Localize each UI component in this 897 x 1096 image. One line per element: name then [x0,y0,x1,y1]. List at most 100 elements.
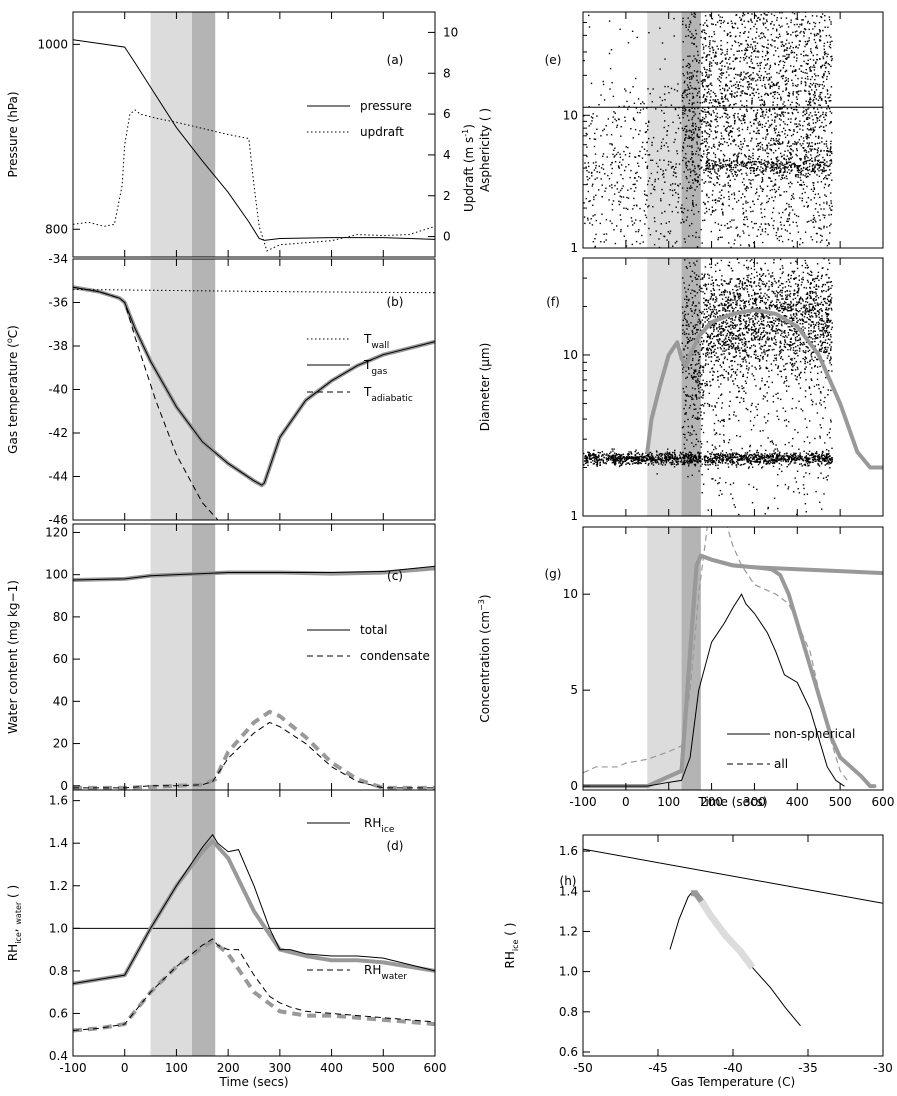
panel-e-point [776,160,779,163]
panel-e-point [774,196,776,198]
panel-e-point [705,140,707,142]
panel-e-point [682,92,684,95]
panel-e-point [788,161,790,163]
panel-e-point [776,115,778,117]
panel-e-point [703,31,706,34]
panel-f-point [682,461,685,464]
panel-e-point [691,102,694,104]
panel-e-point [800,3,801,4]
panel-e-point [665,222,667,224]
panel-e-point [583,59,585,62]
panel-e-point [616,124,619,126]
panel-e-point [717,223,720,225]
panel-e-point [761,103,764,105]
panel-e-point [771,196,773,199]
panel-e-point [806,117,808,119]
panel-e-point [732,169,734,171]
panel-e-point [705,145,707,147]
panel-e-point [703,101,705,103]
panel-e-point [737,199,740,202]
panel-e-point [633,292,634,293]
panel-e-point [824,114,827,116]
panel-e-point [764,164,766,166]
panel-e-point [806,112,808,114]
panel-e-point [722,87,724,90]
panel-e-point [818,170,820,172]
panel-e-point [714,54,716,57]
panel-e-point [724,141,726,143]
panel-f-point [671,463,674,465]
panel-e-point [745,55,748,58]
panel-e-point [686,84,689,86]
panel-e-point [682,147,685,149]
panel-e-point [767,58,769,60]
panel-e-point [806,206,809,208]
panel-e-point [813,64,815,66]
panel-e-point [829,150,831,152]
panel-f-point [699,457,702,459]
panel-f-point [817,460,819,462]
panel-e-point [717,170,719,172]
panel-e-point [825,100,827,103]
panel-e-point [818,39,821,41]
panel-e-point [821,141,823,143]
panel-e-point [738,119,741,121]
panel-e-point [693,55,695,57]
panel-e-point [765,76,768,79]
panel-e-point [633,325,634,326]
panel-e-point [708,74,710,76]
panel-e-point [686,7,687,8]
panel-e-point [810,170,812,173]
panel-e-point [709,128,711,130]
panel-e-point [782,113,784,116]
panel-e-point [727,191,730,193]
panel-e-point [741,162,744,164]
panel-e-point [685,65,688,68]
panel-e-point [757,132,759,134]
panel-e-point [769,148,771,150]
panel-f-point [668,458,671,461]
panel-e-point [818,126,821,129]
panel-e-point [830,151,833,153]
panel-e-point [611,184,613,186]
panel-e-point [638,133,640,136]
panel-e-point [804,231,807,233]
panel-d-xtick-label: 200 [217,1061,240,1075]
panel-e-point [752,89,755,91]
panel-e-point [758,162,761,164]
panel-f-point [670,453,672,456]
panel-e-point [685,167,688,169]
panel-f-point [720,455,723,457]
panel-e-point [778,87,780,90]
panel-e-point [749,161,752,163]
panel-e-point [806,221,808,223]
panel-e-point [737,87,739,90]
panel-e-point [692,195,694,197]
panel-e-point [735,166,737,168]
panel-e-point [747,81,750,83]
panel-f-point [787,459,790,461]
panel-e-point [802,115,804,117]
panel-e-point [748,244,750,246]
panel-e-point [817,150,819,152]
panel-e-point [745,172,747,174]
panel-e-point [697,136,699,139]
panel-e-point [774,46,776,48]
panel-f-point [605,462,607,465]
panel-e-point [718,141,720,143]
panel-e-point [746,164,748,166]
panel-e-point [734,92,736,94]
panel-f-point [604,462,607,464]
panel-e-point [829,148,832,151]
panel-f-point [816,458,818,461]
panel-e-point [808,39,810,42]
panel-e-point [731,162,733,164]
panel-e-point [746,174,748,176]
panel-e-point [751,21,753,23]
panel-e-point [801,306,802,307]
panel-e-point [743,76,746,78]
panel-e-point [705,125,707,127]
panel-e-point [803,50,805,53]
panel-e-point [795,143,798,146]
panel-e-point [701,132,703,134]
